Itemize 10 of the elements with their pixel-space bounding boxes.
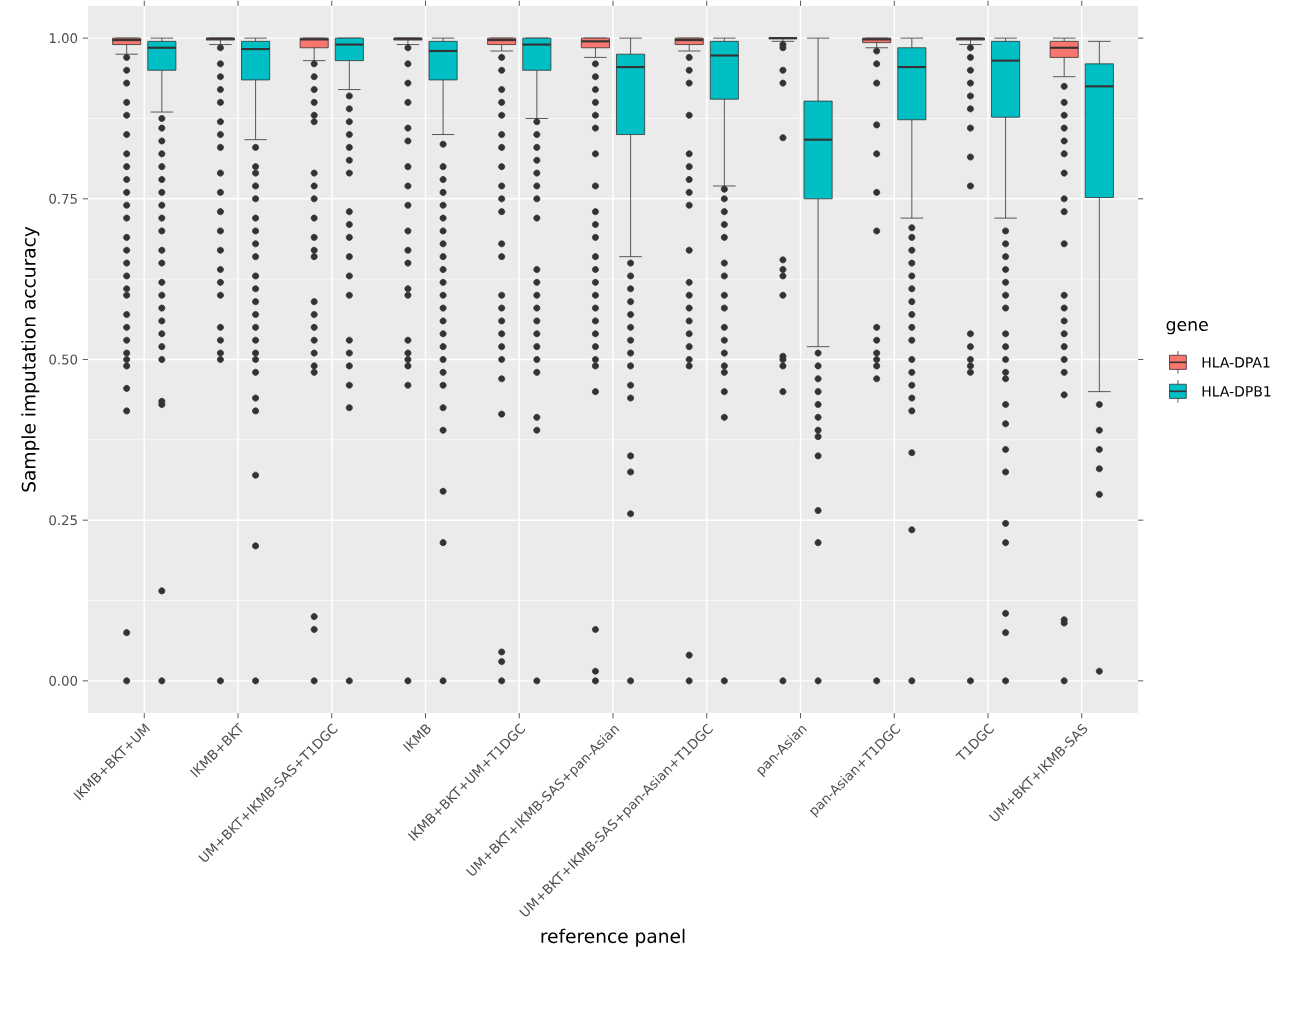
x-axis-title: reference panel: [541, 928, 685, 947]
y-tick-label: 0.25: [49, 515, 77, 526]
legend-label: HLA-DPB1: [1202, 386, 1271, 397]
legend-label: HLA-DPA1: [1202, 357, 1270, 368]
y-axis-title: Sample imputation accuracy: [21, 226, 40, 492]
legend-title: gene: [1166, 321, 1208, 335]
y-tick-label: 0.50: [49, 354, 78, 365]
y-tick-label: 0.00: [49, 675, 78, 686]
y-tick-label: 0.75: [49, 193, 77, 204]
y-tick-label: 1.00: [49, 33, 78, 44]
